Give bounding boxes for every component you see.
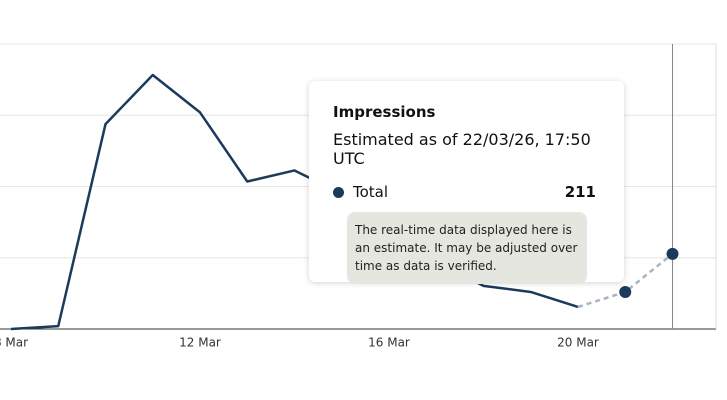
tooltip-subtitle: Estimated as of 22/03/26, 17:50 UTC (333, 130, 591, 168)
line-series (10, 73, 579, 331)
series-name: Total (353, 183, 389, 201)
legend-dot (333, 186, 344, 198)
x-tick-label: 20 Mar (557, 336, 599, 350)
x-tick-label: 12 Mar (179, 336, 221, 350)
point (666, 247, 679, 260)
tooltip-value: 211 (564, 183, 596, 201)
x-tick-label: 8 Mar (0, 336, 28, 350)
tooltip-row: Total 211 (333, 183, 600, 201)
point (619, 285, 632, 298)
tooltip-title: Impressions (333, 103, 436, 121)
tooltip: Impressions Estimated as of 22/03/26, 17… (309, 81, 624, 284)
x-tick-label: 16 Mar (368, 336, 410, 350)
tooltip-note: The real-time data displayed here is an … (347, 212, 587, 284)
